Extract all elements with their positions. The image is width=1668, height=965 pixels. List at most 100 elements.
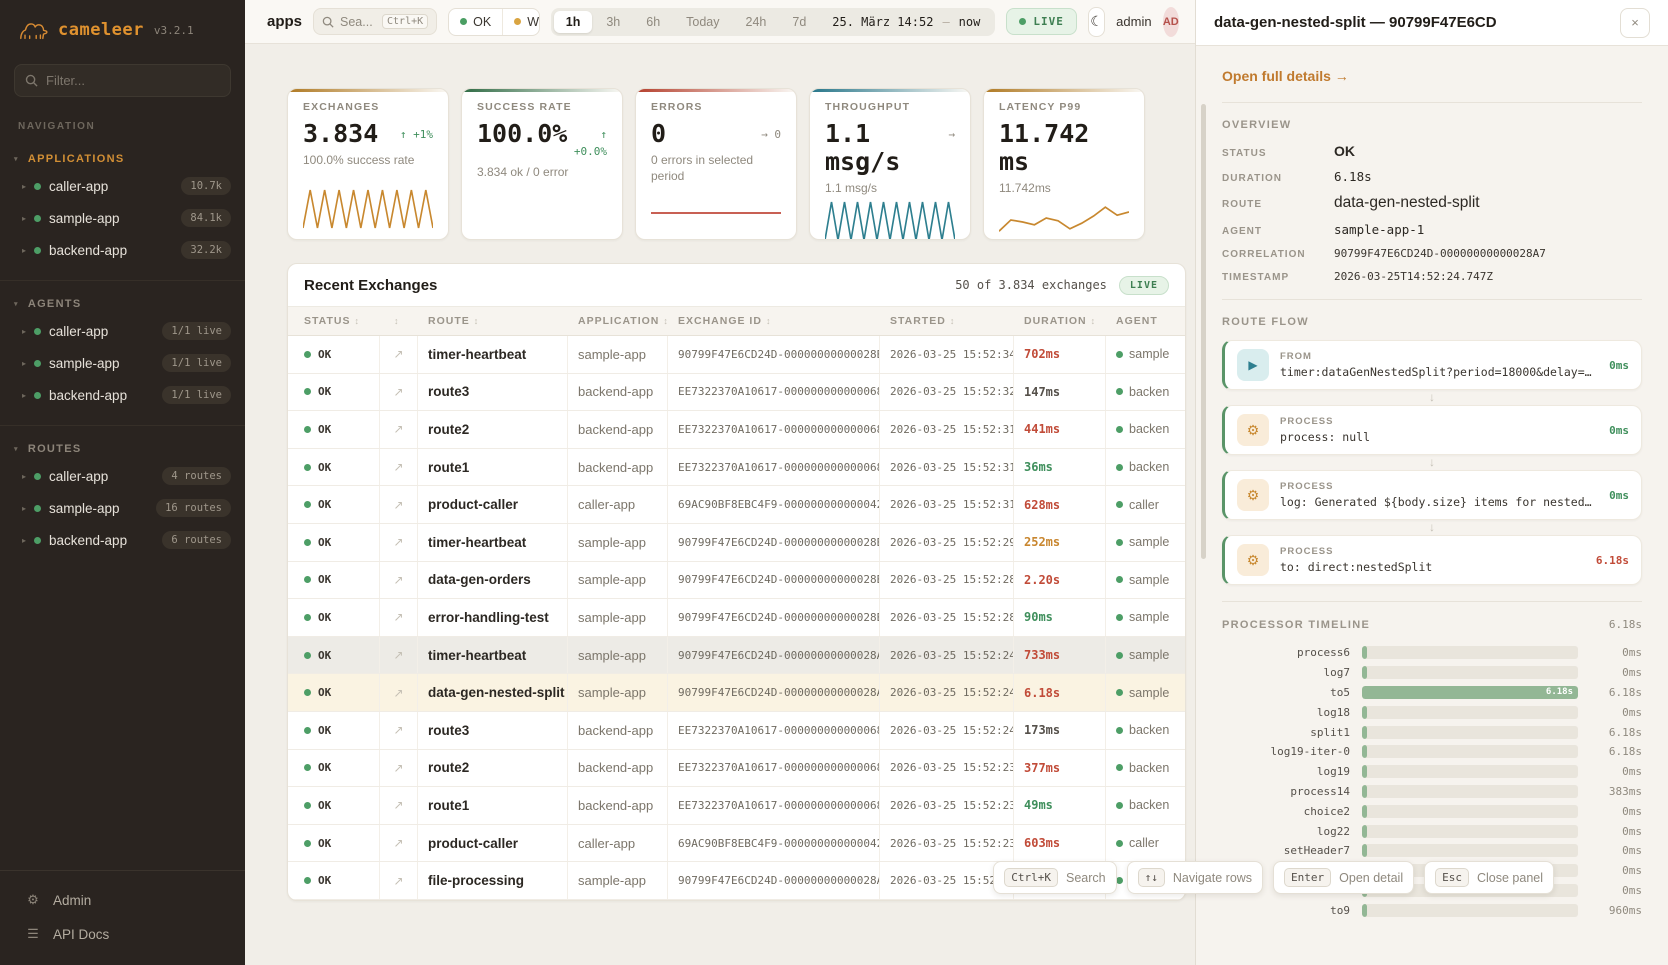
sidebar-item-route[interactable]: ▸ caller-app 4 routes bbox=[0, 460, 245, 492]
route-flow-step[interactable]: PROCESS log: Generated ${body.size} item… bbox=[1222, 470, 1642, 520]
column-header[interactable]: ↕ bbox=[380, 315, 418, 327]
shortcut-hint: Enter Open detail bbox=[1273, 861, 1415, 894]
avatar[interactable]: AD bbox=[1162, 6, 1179, 37]
sidebar-item-route[interactable]: ▸ sample-app 16 routes bbox=[0, 492, 245, 524]
sidebar-item-agent[interactable]: ▸ caller-app 1/1 live bbox=[0, 315, 245, 347]
open-exchange-cell[interactable]: ↗ bbox=[380, 448, 418, 486]
open-exchange-cell[interactable]: ↗ bbox=[380, 486, 418, 523]
column-header[interactable]: STARTED ↕ bbox=[880, 315, 1014, 327]
sidebar-filter[interactable] bbox=[14, 64, 231, 97]
section-title: AGENTS bbox=[27, 298, 82, 310]
agent-cell: sample bbox=[1106, 336, 1185, 373]
route-flow-step[interactable]: PROCESS to: direct:nestedSplit 6.18s bbox=[1222, 535, 1642, 585]
table-row[interactable]: OK ↗ route1 backend-app EE7322370A10617-… bbox=[288, 448, 1185, 487]
column-header[interactable]: AGENT↕ bbox=[1106, 315, 1185, 327]
timeline-row: to9 960ms bbox=[1222, 900, 1642, 920]
table-row[interactable]: OK ↗ timer-heartbeat sample-app 90799F47… bbox=[288, 523, 1185, 562]
open-exchange-cell[interactable]: ↗ bbox=[380, 674, 418, 711]
overview-field-row: CORRELATION 90799F47E6CD24D-000000000000… bbox=[1222, 247, 1642, 260]
timeline-bar-track bbox=[1362, 705, 1578, 719]
route-flow-step[interactable]: FROM timer:dataGenNestedSplit?period=180… bbox=[1222, 340, 1642, 390]
open-exchange-cell[interactable]: ↗ bbox=[380, 599, 418, 636]
table-row[interactable]: OK ↗ product-caller caller-app 69AC90BF8… bbox=[288, 824, 1185, 863]
sidebar-item-agent[interactable]: ▸ sample-app 1/1 live bbox=[0, 347, 245, 379]
open-exchange-cell[interactable]: ↗ bbox=[380, 411, 418, 448]
table-row[interactable]: OK ↗ route3 backend-app EE7322370A10617-… bbox=[288, 373, 1185, 412]
sidebar-item-label: sample-app bbox=[49, 500, 120, 516]
table-row[interactable]: OK ↗ route2 backend-app EE7322370A10617-… bbox=[288, 749, 1185, 788]
logo-row: cameleer v3.2.1 bbox=[0, 0, 245, 58]
section-header-applications[interactable]: ▾ APPLICATIONS bbox=[0, 148, 245, 170]
search-input[interactable] bbox=[340, 14, 377, 29]
step-info: FROM timer:dataGenNestedSplit?period=180… bbox=[1280, 351, 1594, 379]
overview-field-row: AGENT sample-app-1 bbox=[1222, 222, 1642, 237]
time-range-button[interactable]: 3h bbox=[606, 14, 621, 29]
sidebar-filter-input[interactable] bbox=[46, 73, 220, 88]
open-exchange-cell[interactable]: ↗ bbox=[380, 523, 418, 561]
sidebar-item-application[interactable]: ▸ backend-app 32.2k bbox=[0, 234, 245, 266]
camel-logo-icon bbox=[20, 23, 48, 40]
duration-cell: 377ms bbox=[1014, 749, 1106, 787]
timeline-row: log18 0ms bbox=[1222, 702, 1642, 722]
route-cell: product-caller bbox=[418, 486, 568, 523]
time-range-button[interactable]: 7d bbox=[792, 14, 807, 29]
time-range-button[interactable]: 1h bbox=[553, 10, 593, 33]
table-row[interactable]: OK ↗ data-gen-orders sample-app 90799F47… bbox=[288, 561, 1185, 600]
close-icon: × bbox=[1631, 15, 1639, 30]
column-header[interactable]: DURATION ↕ bbox=[1014, 315, 1106, 327]
time-range-button[interactable]: 24h bbox=[745, 14, 767, 29]
theme-toggle-button[interactable]: ☾ bbox=[1087, 6, 1106, 37]
status-dot bbox=[34, 327, 42, 335]
divider bbox=[1222, 601, 1642, 602]
step-icon bbox=[1237, 544, 1269, 576]
time-range-button[interactable]: 6h bbox=[646, 14, 661, 29]
sidebar-item-label: backend-app bbox=[49, 387, 128, 403]
sidebar-item-application[interactable]: ▸ sample-app 84.1k bbox=[0, 202, 245, 234]
table-row[interactable]: OK ↗ timer-heartbeat sample-app 90799F47… bbox=[288, 336, 1185, 374]
section-header-agents[interactable]: ▾ AGENTS bbox=[0, 293, 245, 315]
table-row[interactable]: OK ↗ product-caller caller-app 69AC90BF8… bbox=[288, 486, 1185, 524]
table-row[interactable]: OK ↗ data-gen-nested-split sample-app 90… bbox=[288, 674, 1185, 712]
date-range-display[interactable]: 25. März 14:52 — now bbox=[820, 15, 992, 29]
sidebar-item-application[interactable]: ▸ caller-app 10.7k bbox=[0, 170, 245, 202]
close-panel-button[interactable]: × bbox=[1620, 7, 1650, 38]
open-exchange-cell[interactable]: ↗ bbox=[380, 862, 418, 899]
live-toggle-button[interactable]: LIVE bbox=[1006, 8, 1077, 35]
section-header-routes[interactable]: ▾ ROUTES bbox=[0, 438, 245, 460]
status-filter[interactable]: Warn bbox=[503, 9, 539, 35]
column-header[interactable]: STATUS ↕ bbox=[288, 315, 380, 327]
table-row[interactable]: OK ↗ route2 backend-app EE7322370A10617-… bbox=[288, 411, 1185, 449]
table-row[interactable]: OK ↗ error-handling-test sample-app 9079… bbox=[288, 599, 1185, 637]
open-exchange-cell[interactable]: ↗ bbox=[380, 824, 418, 862]
sidebar-footer-item[interactable]: API Docs bbox=[0, 917, 245, 951]
open-exchange-cell[interactable]: ↗ bbox=[380, 787, 418, 824]
sidebar-item-agent[interactable]: ▸ backend-app 1/1 live bbox=[0, 379, 245, 411]
column-header[interactable]: EXCHANGE ID ↕ bbox=[668, 315, 880, 327]
column-header[interactable]: APPLICATION↕ bbox=[568, 315, 668, 327]
open-exchange-cell[interactable]: ↗ bbox=[380, 636, 418, 674]
application-cell: sample-app bbox=[568, 862, 668, 899]
started-cell: 2026-03-25 15:52:28 bbox=[880, 599, 1014, 636]
route-flow-step[interactable]: PROCESS process: null 0ms bbox=[1222, 405, 1642, 455]
open-exchange-cell[interactable]: ↗ bbox=[380, 711, 418, 749]
exchange-id-cell: 90799F47E6CD24D-00000000000028B2 bbox=[668, 561, 880, 599]
stat-card: ERRORS 0 → 0 0 errors in selected pe bbox=[635, 88, 797, 240]
exchange-id-cell: 90799F47E6CD24D-00000000000028B5 bbox=[668, 523, 880, 561]
stat-value: 3.834 bbox=[303, 119, 379, 148]
open-exchange-cell[interactable]: ↗ bbox=[380, 336, 418, 373]
open-exchange-cell[interactable]: ↗ bbox=[380, 749, 418, 787]
scrollbar-thumb[interactable] bbox=[1201, 104, 1206, 559]
open-exchange-cell[interactable]: ↗ bbox=[380, 373, 418, 411]
search-box[interactable]: Ctrl+K bbox=[313, 8, 438, 35]
tab-apps[interactable]: apps bbox=[267, 13, 303, 30]
table-row[interactable]: OK ↗ route1 backend-app EE7322370A10617-… bbox=[288, 787, 1185, 825]
table-row[interactable]: OK ↗ route3 backend-app EE7322370A10617-… bbox=[288, 711, 1185, 750]
time-range-button[interactable]: Today bbox=[686, 14, 720, 29]
table-row[interactable]: OK ↗ timer-heartbeat sample-app 90799F47… bbox=[288, 636, 1185, 675]
sidebar-footer-item[interactable]: Admin bbox=[0, 883, 245, 917]
status-filter[interactable]: OK bbox=[449, 8, 504, 35]
open-exchange-cell[interactable]: ↗ bbox=[380, 561, 418, 599]
sidebar-item-route[interactable]: ▸ backend-app 6 routes bbox=[0, 524, 245, 556]
column-header[interactable]: ROUTE ↕ bbox=[418, 315, 568, 327]
open-full-details-link[interactable]: Open full details → bbox=[1222, 68, 1349, 84]
